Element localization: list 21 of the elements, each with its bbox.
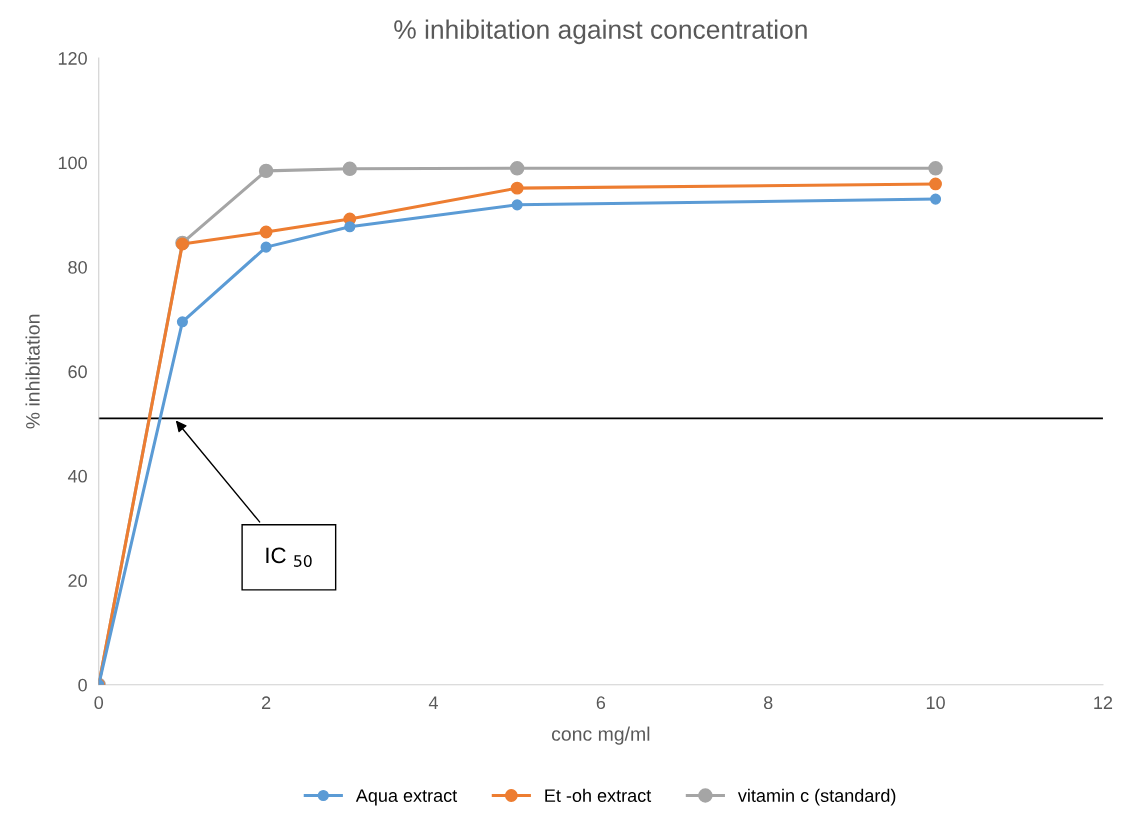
y-tick-label: 80 xyxy=(68,260,87,274)
x-axis-title: conc mg/ml xyxy=(551,726,650,745)
legend-label: Et -oh extract xyxy=(545,788,652,802)
x-tick-label: 8 xyxy=(763,696,773,710)
x-tick-label: 4 xyxy=(428,696,438,709)
chart-title: % inhibitation against concentration xyxy=(394,19,807,45)
x-tick-label: 12 xyxy=(1094,696,1113,709)
y-tick-label: 100 xyxy=(58,156,87,170)
y-tick-label: 0 xyxy=(78,678,87,692)
y-tick-label: 40 xyxy=(67,469,87,483)
y-tick-label: 120 xyxy=(58,52,87,65)
annotation: IC $_{50}$ xyxy=(266,547,312,567)
x-tick-label: 10 xyxy=(926,696,945,710)
x-tick-label: 2 xyxy=(261,696,271,709)
y-tick-label: 60 xyxy=(68,365,87,379)
x-tick-label: 0 xyxy=(94,696,104,710)
y-axis-title: % inhibitation xyxy=(25,314,40,429)
legend-label: Aqua extract xyxy=(355,789,458,806)
x-tick-label: 6 xyxy=(596,696,606,710)
y-tick-label: 20 xyxy=(68,574,87,588)
legend-label: vitamin c (standard) xyxy=(737,788,896,806)
